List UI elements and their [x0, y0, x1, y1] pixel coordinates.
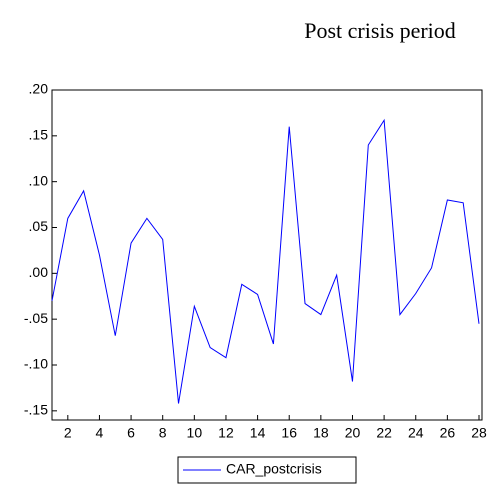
x-tick-label: 8: [159, 425, 167, 441]
legend-label: CAR_postcrisis: [226, 461, 322, 477]
x-tick-label: 12: [218, 425, 234, 441]
x-tick-label: 24: [408, 425, 424, 441]
x-tick-label: 28: [471, 425, 487, 441]
x-tick-label: 14: [250, 425, 266, 441]
x-tick-label: 18: [313, 425, 329, 441]
chart-title: Post crisis period: [304, 18, 456, 43]
plot-frame: [51, 89, 483, 421]
y-tick-label: -.10: [24, 356, 48, 372]
x-tick-label: 20: [345, 425, 361, 441]
y-tick-label: .00: [29, 264, 49, 280]
data-line: [51, 118, 480, 404]
x-tick-label: 2: [64, 425, 72, 441]
y-tick-label: -.15: [24, 402, 48, 418]
y-tick-label: .10: [29, 172, 49, 188]
x-tick-label: 16: [281, 425, 297, 441]
x-tick-label: 26: [440, 425, 456, 441]
x-tick-label: 10: [187, 425, 203, 441]
y-tick-label: .05: [29, 218, 49, 234]
x-tick-label: 4: [96, 425, 104, 441]
y-tick-label: -.05: [24, 310, 48, 326]
y-tick-label: .20: [29, 81, 49, 97]
y-tick-label: .15: [29, 127, 49, 143]
x-tick-label: 6: [127, 425, 135, 441]
x-tick-label: 22: [376, 425, 392, 441]
